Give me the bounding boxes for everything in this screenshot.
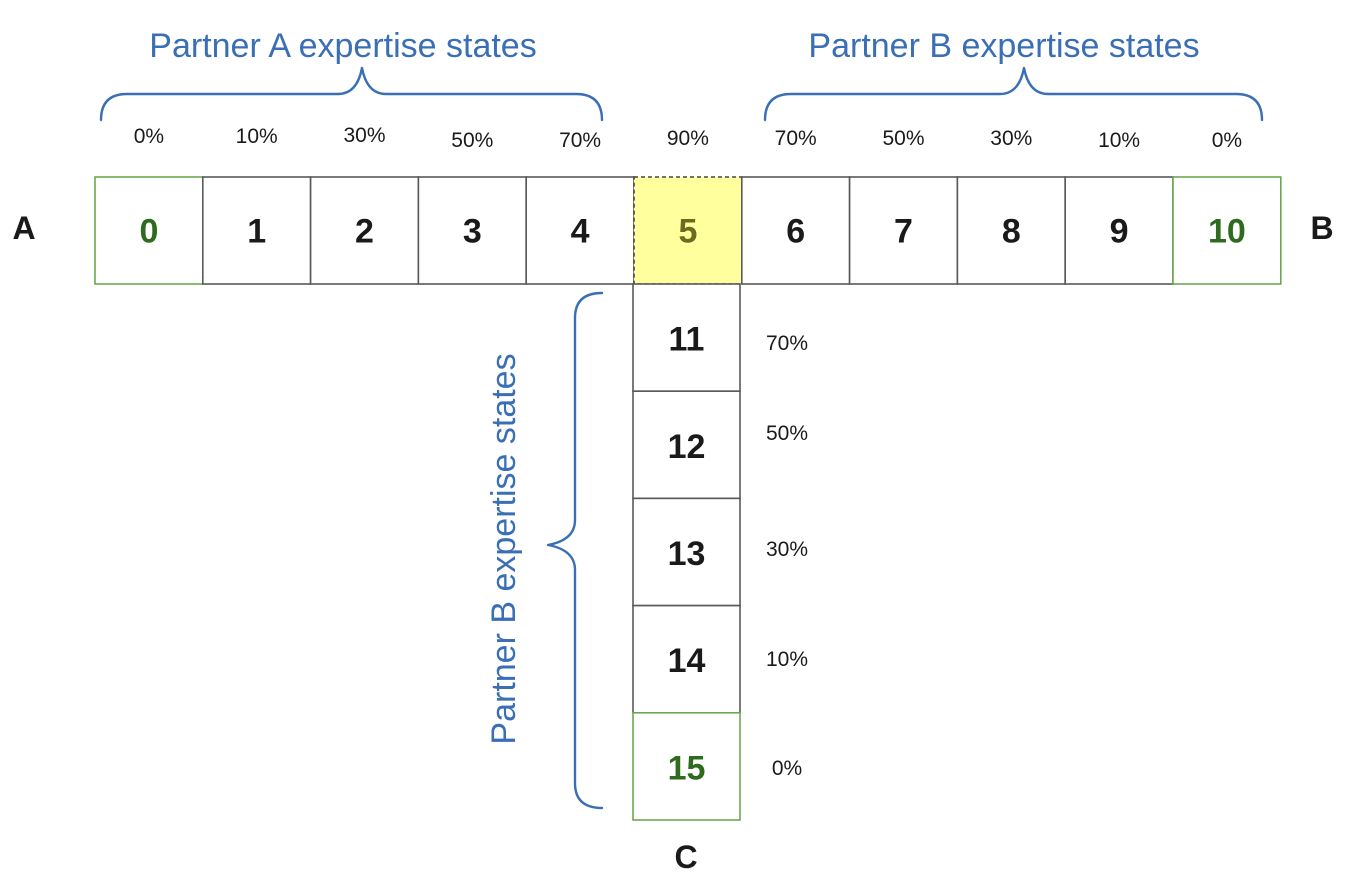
state-number-4: 4 bbox=[571, 213, 590, 251]
state-percent-3: 50% bbox=[451, 129, 493, 152]
brace-partner-a bbox=[99, 66, 604, 122]
brace-partner-b-top bbox=[763, 66, 1264, 122]
state-number-10: 10 bbox=[1208, 213, 1246, 251]
state-box-12 bbox=[632, 390, 741, 500]
state-box-15 bbox=[632, 711, 741, 821]
state-cell-15: 15 0% bbox=[632, 711, 802, 821]
state-number-1: 1 bbox=[247, 213, 266, 251]
state-number-2: 2 bbox=[355, 213, 374, 251]
label-partner-b-top: Partner B expertise states bbox=[808, 27, 1199, 65]
state-number-9: 9 bbox=[1110, 213, 1129, 251]
state-box-13 bbox=[632, 497, 741, 607]
state-box-3 bbox=[417, 176, 527, 285]
state-box-10 bbox=[1172, 176, 1282, 285]
state-box-9 bbox=[1064, 176, 1174, 285]
state-percent-4: 70% bbox=[559, 129, 601, 152]
label-partner-a-top: Partner A expertise states bbox=[149, 27, 536, 65]
end-label-c: C bbox=[674, 839, 697, 875]
state-cell-4: 4 70% bbox=[525, 129, 635, 285]
state-number-0: 0 bbox=[139, 213, 158, 251]
state-box-11 bbox=[632, 283, 741, 392]
state-cell-2: 2 30% bbox=[309, 124, 420, 285]
state-percent-1: 10% bbox=[236, 125, 278, 148]
state-percent-0: 0% bbox=[134, 125, 164, 148]
state-box-8 bbox=[956, 176, 1067, 285]
state-box-4 bbox=[525, 176, 635, 285]
state-percent-2: 30% bbox=[343, 124, 385, 147]
state-box-7 bbox=[848, 176, 959, 285]
state-percent-14: 10% bbox=[766, 648, 808, 671]
state-number-7: 7 bbox=[894, 213, 913, 251]
state-box-2 bbox=[309, 176, 420, 285]
state-percent-8: 30% bbox=[990, 127, 1032, 150]
state-number-11: 11 bbox=[669, 321, 705, 359]
state-box-0 bbox=[94, 176, 204, 285]
state-cell-0: 0 0% bbox=[94, 125, 204, 285]
state-number-14: 14 bbox=[668, 642, 706, 680]
state-percent-9: 10% bbox=[1098, 129, 1140, 152]
state-cell-9: 9 10% bbox=[1064, 129, 1174, 285]
state-percent-7: 50% bbox=[882, 127, 924, 150]
state-box-1 bbox=[202, 176, 312, 285]
state-number-12: 12 bbox=[668, 428, 706, 466]
state-number-6: 6 bbox=[786, 213, 805, 251]
label-partner-b-vertical: Partner B expertise states bbox=[485, 353, 523, 744]
vertical-cells: 11 70% 12 50% 13 30% 14 10% 15 0% bbox=[632, 283, 808, 821]
state-percent-12: 50% bbox=[766, 422, 808, 445]
state-percent-13: 30% bbox=[766, 538, 808, 561]
state-percent-10: 0% bbox=[1212, 129, 1242, 152]
brace-partner-b-vertical bbox=[546, 291, 604, 810]
state-number-5: 5 bbox=[678, 213, 697, 251]
horizontal-cells: 00%110%230%350%470%590%670%750%830%910%1… bbox=[94, 124, 1282, 285]
state-cell-5: 5 90% bbox=[633, 127, 743, 285]
state-percent-15: 0% bbox=[772, 757, 802, 780]
state-cell-12: 12 50% bbox=[632, 390, 808, 500]
state-number-3: 3 bbox=[463, 213, 482, 251]
state-number-8: 8 bbox=[1002, 213, 1021, 251]
state-number-13: 13 bbox=[668, 535, 706, 573]
state-cell-11: 11 70% bbox=[632, 283, 808, 392]
state-cell-1: 1 10% bbox=[202, 125, 312, 285]
state-cell-7: 7 50% bbox=[848, 127, 959, 285]
state-cell-3: 3 50% bbox=[417, 129, 527, 285]
state-cell-13: 13 30% bbox=[632, 497, 808, 607]
state-cell-6: 6 70% bbox=[740, 127, 851, 285]
end-label-b: B bbox=[1310, 210, 1333, 246]
end-label-a: A bbox=[12, 210, 35, 246]
state-cell-10: 10 0% bbox=[1172, 129, 1282, 285]
state-percent-5: 90% bbox=[667, 127, 709, 150]
state-cell-8: 8 30% bbox=[956, 127, 1067, 285]
state-cell-14: 14 10% bbox=[632, 604, 808, 714]
state-percent-6: 70% bbox=[775, 127, 817, 150]
state-number-15: 15 bbox=[668, 749, 706, 787]
state-percent-11: 70% bbox=[766, 332, 808, 355]
